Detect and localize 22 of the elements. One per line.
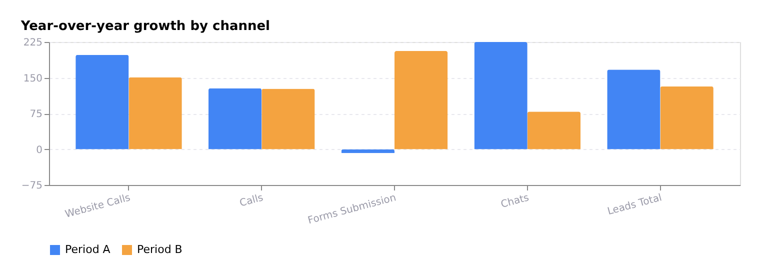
bar <box>76 54 129 150</box>
y-tick-label: 0 <box>36 144 42 156</box>
bar <box>128 77 182 150</box>
x-tick-label: Leads Total <box>606 192 664 218</box>
y-tick-label: −75 <box>21 180 42 192</box>
legend-label: Period A <box>65 243 111 256</box>
bar <box>660 86 714 150</box>
y-tick-label: 150 <box>23 73 42 84</box>
y-tick-label: 75 <box>30 109 42 120</box>
x-tick-label: Calls <box>238 192 264 210</box>
chart-title: Year-over-year growth by channel <box>20 19 270 34</box>
bar <box>262 88 315 150</box>
bar <box>394 51 448 150</box>
legend-label: Period B <box>137 243 182 256</box>
bar <box>208 88 262 150</box>
bar <box>474 42 528 150</box>
x-tick-label: Website Calls <box>64 192 132 220</box>
bar <box>607 70 660 150</box>
bar <box>527 112 581 150</box>
y-tick-label: 225 <box>23 38 42 48</box>
bar <box>341 149 394 154</box>
x-tick-label: Chats <box>500 192 530 211</box>
